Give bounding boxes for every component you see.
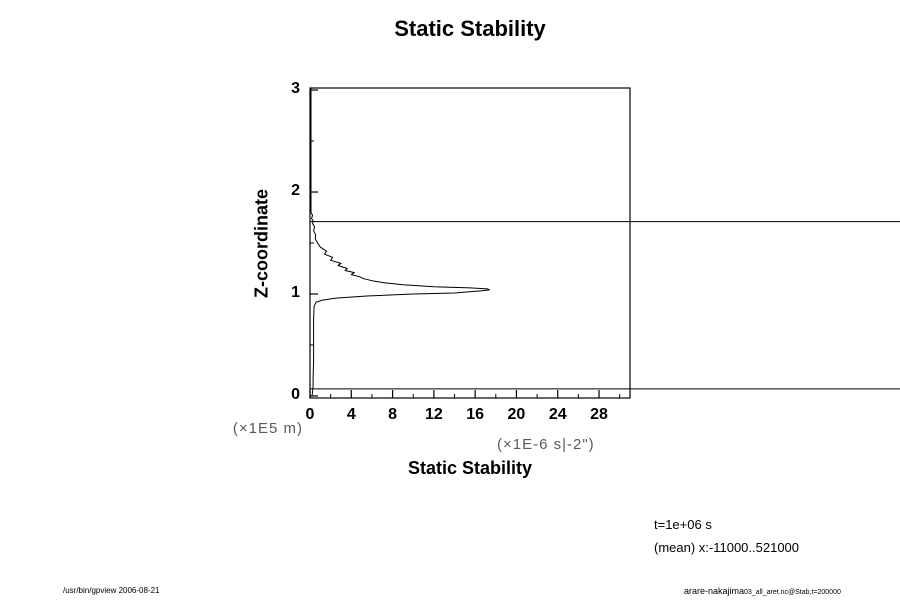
y-tick-label: 0 <box>291 385 300 403</box>
x-tick-label: 20 <box>507 406 526 423</box>
y-axis-label: Z-coordinate <box>251 188 272 298</box>
footer-dataset-detail: 03_all_aret.nc@Stab,t=200000 <box>744 589 841 596</box>
x-axis-title: Static Stability <box>407 458 533 478</box>
profile-curve <box>310 88 491 397</box>
footer-dataset: arare-nakajima03_all_aret.nc@Stab,t=2000… <box>684 586 841 596</box>
x-tick-label: 4 <box>346 406 356 423</box>
x-tick-label: 12 <box>424 406 443 423</box>
plot-frame <box>309 87 631 399</box>
y-tick-label: 1 <box>291 283 300 301</box>
x-tick-label: 24 <box>548 406 567 423</box>
x-tick-label: 0 <box>305 406 315 423</box>
x-tick-label: 28 <box>590 406 608 423</box>
annotation-mean-range: (mean) x:-11000..521000 <box>654 540 800 555</box>
x-axis-units: (×1E-6 s|-2") <box>497 436 595 453</box>
footer-dataset-name: arare-nakajima <box>684 586 745 596</box>
x-tick-label: 8 <box>388 406 398 423</box>
annotation-time: t=1e+06 s <box>654 517 712 532</box>
y-axis-units: (×1E5 m) <box>232 420 303 437</box>
chart-title: Static Stability <box>394 16 546 41</box>
y-tick-label: 3 <box>291 80 300 98</box>
footer-command-date: /usr/bin/gpview 2006-08-21 <box>63 586 160 595</box>
x-tick-label: 16 <box>466 406 485 423</box>
y-tick-label: 2 <box>291 182 300 199</box>
